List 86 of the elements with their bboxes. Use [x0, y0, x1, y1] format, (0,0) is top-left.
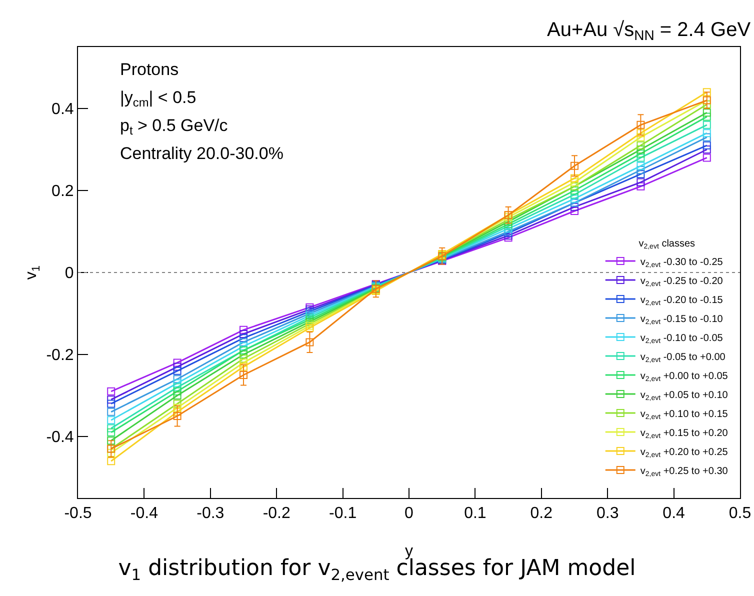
y-tick-label: 0.2 — [52, 183, 74, 200]
legend-label: v$_{2,evt}$ -0.30 to -0.25 — [640, 256, 724, 269]
legend-label: v$_{2,evt}$ +0.00 to +0.05 — [640, 370, 728, 383]
annotation: Centrality 20.0-30.0% — [120, 144, 284, 163]
legend-label: v$_{2,evt}$ +0.10 to +0.15 — [640, 408, 728, 421]
legend-label: v$_{2,evt}$ +0.05 to +0.10 — [640, 390, 728, 402]
point — [173, 408, 182, 416]
point — [173, 366, 182, 375]
point — [570, 190, 578, 199]
point — [107, 400, 116, 408]
point — [702, 154, 711, 162]
x-tick-label: 0.1 — [464, 505, 486, 522]
x-tick-label: -0.1 — [329, 505, 357, 522]
point — [107, 436, 116, 445]
x-tick-label: -0.4 — [130, 505, 158, 522]
annotation: Protons — [120, 60, 179, 79]
point — [173, 375, 182, 384]
x-axis-title: y — [405, 543, 413, 560]
legend-label: v$_{2,evt}$ -0.20 to -0.15 — [640, 294, 724, 307]
legend-label: v$_{2,evt}$ -0.25 to -0.20 — [640, 276, 724, 288]
x-tick-label: 0.4 — [662, 505, 686, 522]
point — [570, 162, 578, 170]
x-tick-label: 0.3 — [596, 505, 619, 522]
point — [173, 392, 182, 400]
point — [107, 457, 116, 466]
point — [107, 424, 116, 432]
x-tick-label: 0.5 — [728, 505, 752, 522]
point — [702, 120, 711, 129]
legend-label: v$_{2,evt}$ -0.05 to +0.00 — [640, 352, 726, 364]
point — [570, 178, 578, 186]
y-tick-label: 0 — [64, 265, 74, 282]
point — [240, 358, 248, 367]
point — [702, 141, 711, 150]
point — [636, 170, 645, 178]
legend-label: v$_{2,evt}$ +0.20 to +0.25 — [640, 446, 728, 459]
legend-label: v$_{2,evt}$ -0.10 to -0.05 — [640, 332, 724, 345]
point — [107, 448, 116, 457]
point — [173, 362, 182, 371]
legend-label: v$_{2,evt}$ +0.25 to +0.30 — [640, 466, 728, 478]
x-tick-label: 0 — [404, 505, 414, 522]
point — [173, 379, 182, 388]
point — [636, 162, 645, 170]
point — [636, 178, 645, 186]
point — [173, 387, 182, 396]
point — [107, 387, 116, 396]
point — [173, 400, 182, 408]
point — [570, 194, 578, 203]
x-tick-label: 0.2 — [530, 505, 553, 522]
point — [107, 408, 116, 416]
point — [636, 146, 645, 154]
point — [173, 383, 182, 392]
legend-title: v$_{2,evt}$ classes — [638, 238, 696, 251]
x-tick-label: -0.2 — [262, 505, 290, 522]
point — [702, 129, 711, 138]
legend-label: v$_{2,evt}$ -0.15 to -0.10 — [640, 314, 724, 326]
y-tick-label: -0.4 — [46, 429, 74, 446]
point — [240, 371, 248, 379]
point — [636, 120, 645, 129]
point — [306, 338, 314, 346]
point — [107, 396, 116, 404]
point — [173, 358, 182, 367]
y-tick-label: -0.2 — [46, 347, 74, 364]
y-tick-label: 0.4 — [52, 101, 74, 118]
annotation: |y$_{cm}$| < 0.5 — [120, 88, 196, 110]
point — [702, 112, 711, 121]
annotation: p$_{t}$ > 0.5 GeV/c — [120, 116, 228, 138]
point — [107, 416, 116, 424]
point — [636, 150, 645, 158]
point — [702, 133, 711, 142]
point — [636, 166, 645, 174]
point — [702, 88, 711, 96]
legend-label: v$_{2,evt}$ +0.15 to +0.20 — [640, 428, 728, 440]
point — [173, 412, 182, 420]
point — [702, 108, 711, 117]
point — [636, 129, 645, 138]
point — [173, 404, 182, 412]
x-tick-label: -0.5 — [64, 505, 92, 522]
x-tick-label: -0.3 — [196, 505, 224, 522]
point — [636, 154, 645, 162]
point — [636, 141, 645, 150]
point — [570, 174, 578, 182]
point — [240, 354, 248, 363]
point — [107, 428, 116, 436]
point — [240, 362, 248, 371]
point — [636, 133, 645, 142]
text: Au+Au √s$_{NN}$ = 2.4 GeV — [547, 19, 752, 44]
